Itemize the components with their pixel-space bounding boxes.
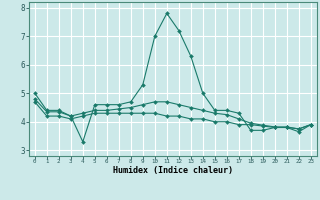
- X-axis label: Humidex (Indice chaleur): Humidex (Indice chaleur): [113, 166, 233, 175]
